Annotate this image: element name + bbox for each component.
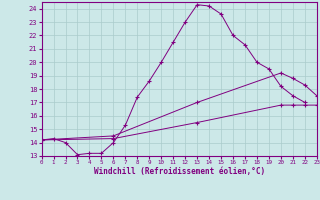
X-axis label: Windchill (Refroidissement éolien,°C): Windchill (Refroidissement éolien,°C) xyxy=(94,167,265,176)
